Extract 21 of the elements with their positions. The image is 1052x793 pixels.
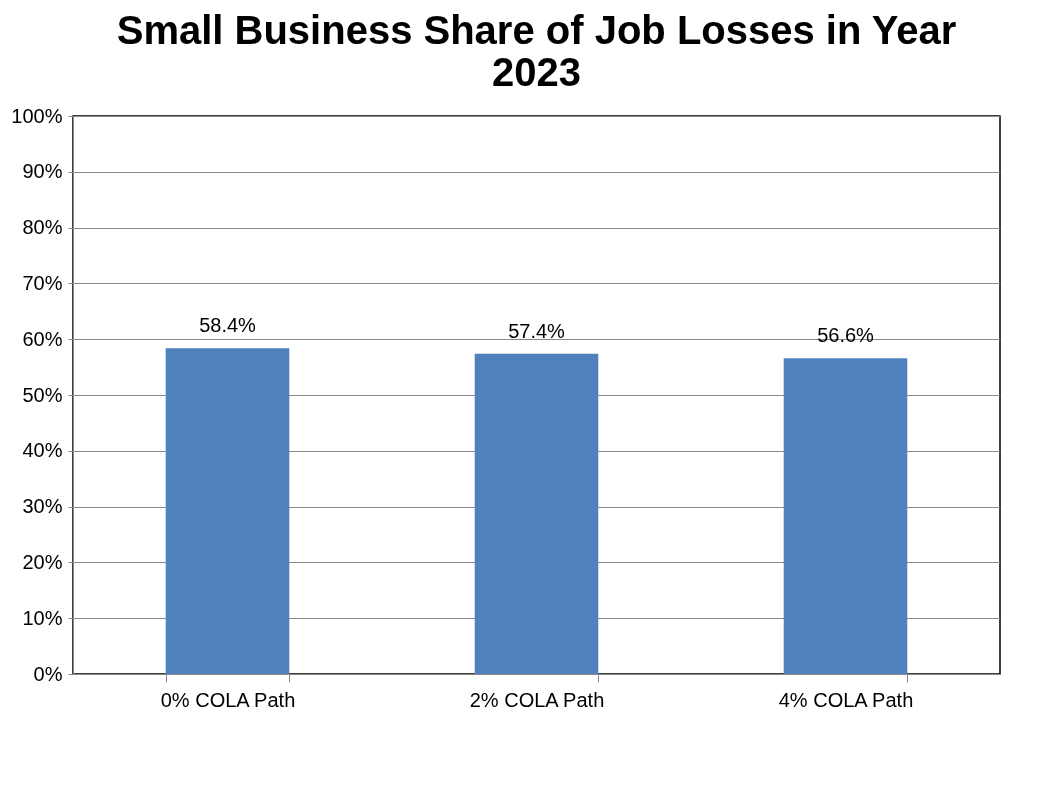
y-tick-label: 10% [22,606,63,629]
y-tick-label: 80% [22,216,63,239]
bar [165,348,290,674]
bar [783,358,908,674]
y-tick-label: 50% [22,383,63,406]
bar [474,353,599,674]
y-tick-label: 70% [22,271,63,294]
y-tick-label: 40% [22,439,63,462]
chart-title: Small Business Share of Job Losses in Year 2023 [116,8,957,94]
y-tick-label: 0% [33,662,63,685]
x-tick-label: 0% COLA Path [160,688,296,711]
data-label: 56.6% [817,324,875,347]
y-tick-label: 90% [22,160,63,183]
x-tick-label: 2% COLA Path [469,688,605,711]
y-tick-label: 20% [22,550,63,573]
y-tick-label: 100% [11,104,63,127]
data-label: 58.4% [199,314,257,337]
y-tick-label: 30% [22,495,63,518]
y-tick-label: 60% [22,327,63,350]
data-label: 57.4% [508,319,566,342]
x-tick-label: 4% COLA Path [778,688,914,711]
